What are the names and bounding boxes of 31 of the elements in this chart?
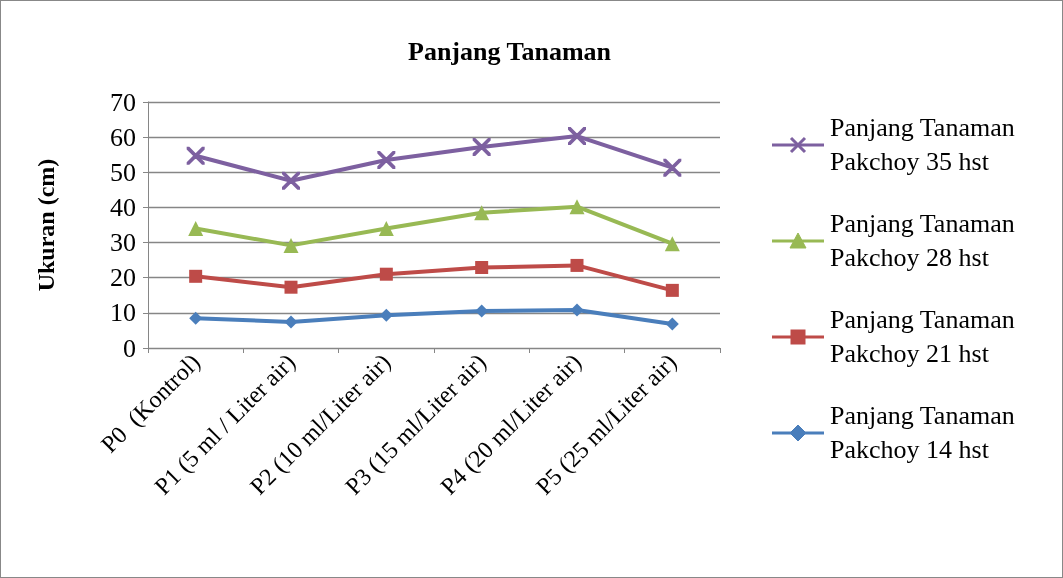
point	[570, 258, 584, 272]
point	[284, 280, 298, 294]
legend-label: Panjang Tanaman Pakchoy 35 hst	[830, 112, 1016, 178]
y-tick-label: 40	[110, 192, 136, 222]
point	[474, 205, 490, 221]
point	[475, 261, 489, 275]
y-tick-label: 20	[110, 263, 136, 293]
point	[189, 269, 203, 283]
legend-label: Panjang Tanaman Pakchoy 21 hst	[830, 304, 1016, 370]
point	[188, 221, 204, 237]
y-axis-title: Ukuran (cm)	[33, 158, 59, 292]
point	[379, 308, 393, 322]
point	[665, 317, 679, 331]
y-tick-label: 10	[110, 298, 136, 328]
point	[570, 303, 584, 317]
y-tick-label: 60	[110, 122, 136, 152]
chart-title: Panjang Tanaman	[408, 36, 612, 66]
y-tick-label: 30	[110, 228, 136, 258]
legend-label: Panjang Tanaman Pakchoy 28 hst	[830, 208, 1016, 274]
point	[378, 221, 394, 237]
point	[665, 283, 679, 297]
point	[664, 236, 680, 252]
point	[283, 237, 299, 253]
y-tick-label: 70	[110, 87, 136, 117]
point	[379, 267, 393, 281]
y-tick-label: 50	[110, 157, 136, 187]
y-tick-label: 0	[123, 333, 136, 363]
point	[284, 315, 298, 329]
point	[189, 311, 203, 325]
legend-label: Panjang Tanaman Pakchoy 14 hst	[830, 400, 1016, 466]
point	[569, 199, 585, 215]
